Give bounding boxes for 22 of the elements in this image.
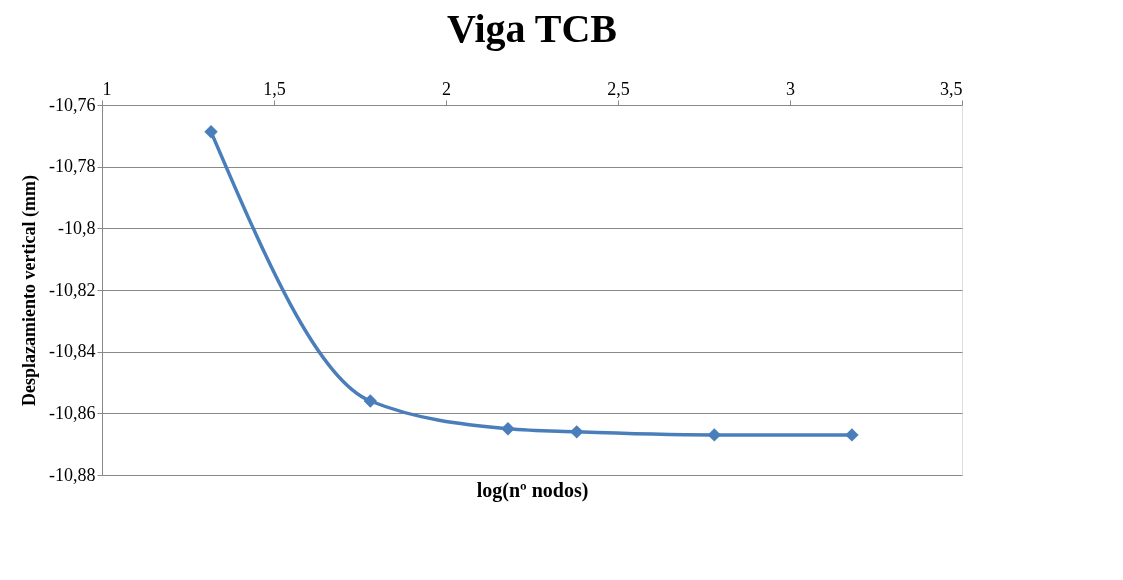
x-axis-title: log(nº nodos) [476,478,589,502]
y-tick-label: -10,84 [49,341,96,362]
y-axis-title: Desplazamiento vertical (mm) [19,175,41,406]
x-tick-label: 1,5 [263,78,286,99]
x-tick-label: 3 [786,78,795,99]
point [363,394,378,408]
y-tick-label: -10,82 [49,279,96,300]
x-tick-label: 3,5 [940,78,963,99]
y-tick-label: -10,76 [49,94,96,115]
y-tick-label: -10,86 [49,402,96,423]
point [204,125,218,139]
point [570,425,584,439]
x-tick-label: 2,5 [607,78,630,99]
point [845,428,859,442]
x-tick-label: 2 [442,78,451,99]
y-tick-label: -10,8 [58,217,96,238]
chart-title: Viga TCB [446,6,618,51]
point [707,428,722,442]
y-tick-label: -10,88 [49,464,96,485]
y-tick-label: -10,78 [49,156,96,177]
x-tick-label: 1 [102,78,112,99]
point [501,422,515,436]
